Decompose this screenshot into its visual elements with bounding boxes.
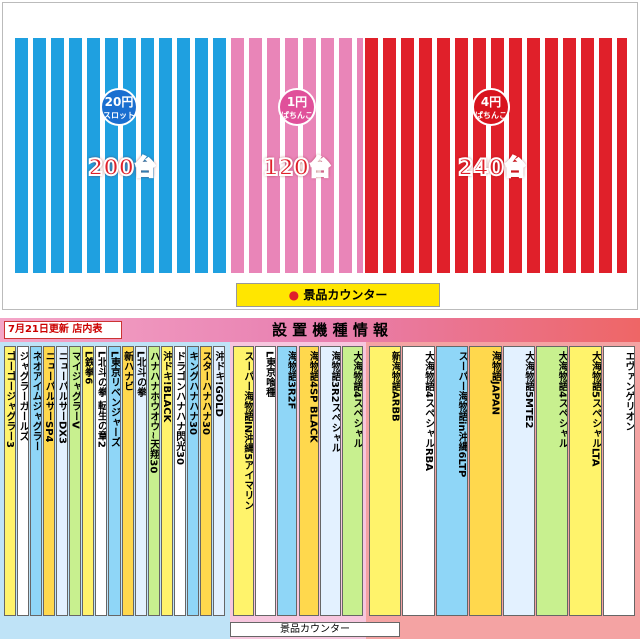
machine-column: スーパー海物語IN沖縄5アイマリン — [233, 346, 254, 616]
count: 240台 — [417, 125, 567, 199]
count-number: 200 — [87, 155, 135, 182]
machine-column: 新海物語ARBB — [369, 346, 402, 616]
counter-text: 景品カウンター — [303, 288, 388, 302]
machine-column: 海物語3R2F — [276, 346, 298, 616]
machine-column: ゴーゴージャグラー3 — [4, 346, 17, 616]
machine-column: 大海物語4スペシャル — [535, 346, 569, 616]
machine-column: 大海物語5スペシャルLTA — [569, 346, 602, 616]
machine-column: L北斗の拳 — [134, 346, 147, 616]
count-unit: 台 — [308, 155, 332, 182]
machine-column: 沖ドキ!GOLD — [212, 346, 225, 616]
machine-column: 大海物語5MTE2 — [502, 346, 535, 616]
machine-column: ドラゴンハナハナ閃光30 — [173, 346, 186, 616]
machine-column: 海物語4SP BLACK — [298, 346, 320, 616]
count-unit: 台 — [133, 155, 157, 182]
badge-rate: 4円 — [480, 95, 502, 109]
machine-column: マイジャグラーV — [69, 346, 82, 616]
machine-column: キングハナハナ30 — [186, 346, 199, 616]
machine-column: エヴァンゲリオン — [602, 346, 635, 616]
machine-column: ニューパルサーDX3 — [56, 346, 69, 616]
badge-kind: スロット — [103, 111, 135, 120]
count: 200台 — [47, 125, 197, 199]
update-label: 7月21日更新 店内表 — [4, 321, 122, 339]
machine-column: L東京リベンジャーズ — [108, 346, 121, 616]
machine-column: 大海物語4スペシャル — [342, 346, 363, 616]
badge-kind: ぱちんこ — [475, 111, 507, 120]
machine-column: L東京喰種 — [254, 346, 276, 616]
badge-rate: 20円 — [104, 95, 134, 109]
badge: 20円スロット — [100, 88, 138, 126]
floor-counter: 景品カウンター — [230, 622, 400, 637]
pachinko1-area — [231, 38, 363, 273]
badge: 1円ぱちんこ — [278, 88, 316, 126]
machine-column: ニューパルサーSP4 — [43, 346, 56, 616]
count: 120台 — [222, 125, 372, 199]
machine-column: 新ハナビ — [121, 346, 134, 616]
machine-column: スターハナハナ30 — [199, 346, 212, 616]
machine-column: 大海物語4スペシャルRBA — [402, 346, 435, 616]
machine-column: ハナハナホウオウ~天翔30 — [147, 346, 160, 616]
badge-kind: ぱちんこ — [281, 111, 313, 120]
machine-column: 海物語JAPAN — [469, 346, 502, 616]
floor-title: 設 置 機 種 情 報 — [271, 321, 389, 339]
machine-column: ジャグラーガールズ — [17, 346, 30, 616]
machine-column: L北斗の拳 転生の章2 — [95, 346, 108, 616]
pachinko4-area — [365, 38, 627, 273]
counter-label: ● 景品カウンター — [236, 283, 440, 307]
badge-rate: 1円 — [286, 95, 308, 109]
badge: 4円ぱちんこ — [472, 88, 510, 126]
machine-column: L鉄拳6 — [82, 346, 95, 616]
count-number: 120 — [262, 155, 310, 182]
slot-area — [15, 38, 229, 273]
machine-column: スーパー海物語in沖縄6LTP — [435, 346, 469, 616]
count-unit: 台 — [503, 155, 527, 182]
machine-column: 海物語3R2スペシャル — [320, 346, 342, 616]
count-number: 240 — [457, 155, 505, 182]
machine-column: 沖ドキ!BLACK — [160, 346, 173, 616]
machine-column: ネオアイムジャグラー — [30, 346, 43, 616]
